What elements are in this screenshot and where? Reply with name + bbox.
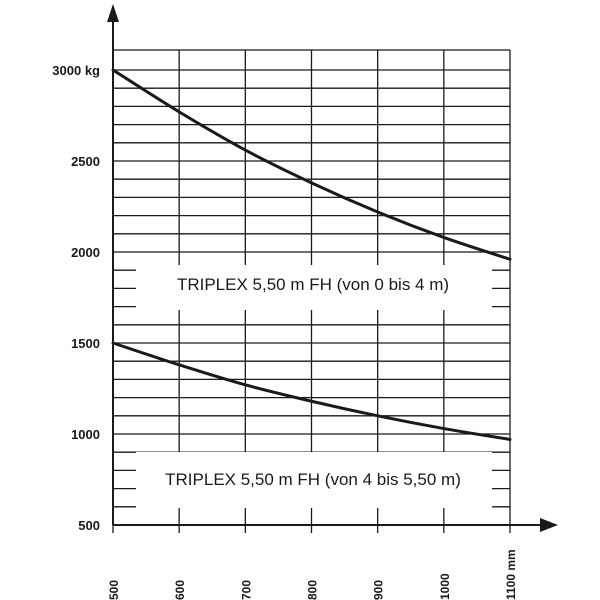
y-tick-label-3: 2000 [71,245,100,260]
x-tick-label-3: 800 [306,580,320,600]
y-tick-label-2: 1500 [71,336,100,351]
label-band-1 [136,452,492,508]
y-tick-label-5: 3000 kg [52,63,100,78]
label-bands [136,265,492,508]
series-label-0: TRIPLEX 5,50 m FH (von 0 bis 4 m) [177,275,449,294]
series-line-1 [111,341,512,441]
y-tick-label-1: 1000 [71,427,100,442]
x-tick-label-2: 700 [239,580,253,600]
x-tick-label-5: 1000 [438,573,452,600]
x-tick-label-0: 500 [107,580,121,600]
series-label-1: TRIPLEX 5,50 m FH (von 4 bis 5,50 m) [165,470,461,489]
series-line-0 [111,68,512,261]
labels: TRIPLEX 5,50 m FH (von 0 bis 4 m) TRIPLEX… [52,63,518,600]
label-band-0 [136,265,492,310]
series-lines [111,68,512,441]
x-tick-label-6: 1100 mm [504,549,518,600]
x-axis-arrow [540,518,558,532]
x-tick-label-4: 900 [372,580,386,600]
y-tick-label-0: 500 [78,518,100,533]
y-axis-arrow [107,4,119,22]
y-tick-label-4: 2500 [71,154,100,169]
x-tick-label-1: 600 [173,580,187,600]
axes [107,4,558,533]
